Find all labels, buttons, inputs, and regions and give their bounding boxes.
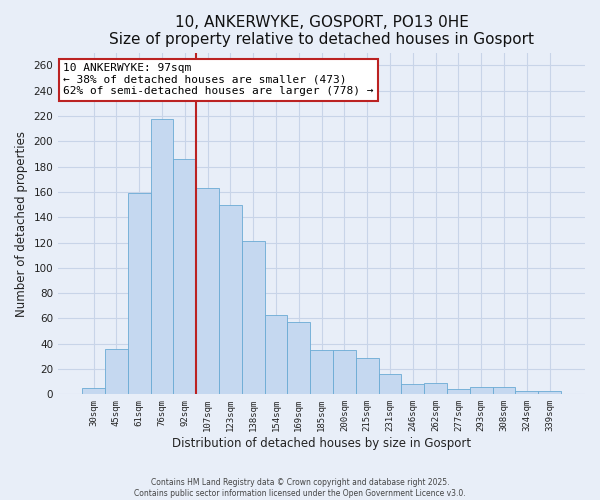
Bar (356, 358, 379, 395)
Bar (82, 388, 105, 394)
Bar (151, 118, 173, 394)
Title: 10, ANKERWYKE, GOSPORT, PO13 0HE
Size of property relative to detached houses in: 10, ANKERWYKE, GOSPORT, PO13 0HE Size of… (109, 15, 534, 48)
Bar (401, 384, 424, 394)
Bar (196, 188, 219, 394)
Bar (333, 350, 356, 395)
Text: Contains HM Land Registry data © Crown copyright and database right 2025.
Contai: Contains HM Land Registry data © Crown c… (134, 478, 466, 498)
Bar (105, 349, 128, 395)
Bar (287, 322, 310, 394)
Y-axis label: Number of detached properties: Number of detached properties (15, 130, 28, 316)
Bar (515, 390, 538, 394)
Bar (173, 159, 196, 394)
Bar (128, 193, 151, 394)
X-axis label: Distribution of detached houses by size in Gosport: Distribution of detached houses by size … (172, 437, 471, 450)
Bar (447, 390, 470, 394)
Bar (265, 314, 287, 394)
Bar (538, 390, 561, 394)
Bar (310, 350, 333, 395)
Bar (242, 241, 265, 394)
Bar (470, 386, 493, 394)
Bar (379, 374, 401, 394)
Bar (219, 204, 242, 394)
Bar (424, 383, 447, 394)
Text: 10 ANKERWYKE: 97sqm
← 38% of detached houses are smaller (473)
62% of semi-detac: 10 ANKERWYKE: 97sqm ← 38% of detached ho… (64, 63, 374, 96)
Bar (493, 386, 515, 394)
